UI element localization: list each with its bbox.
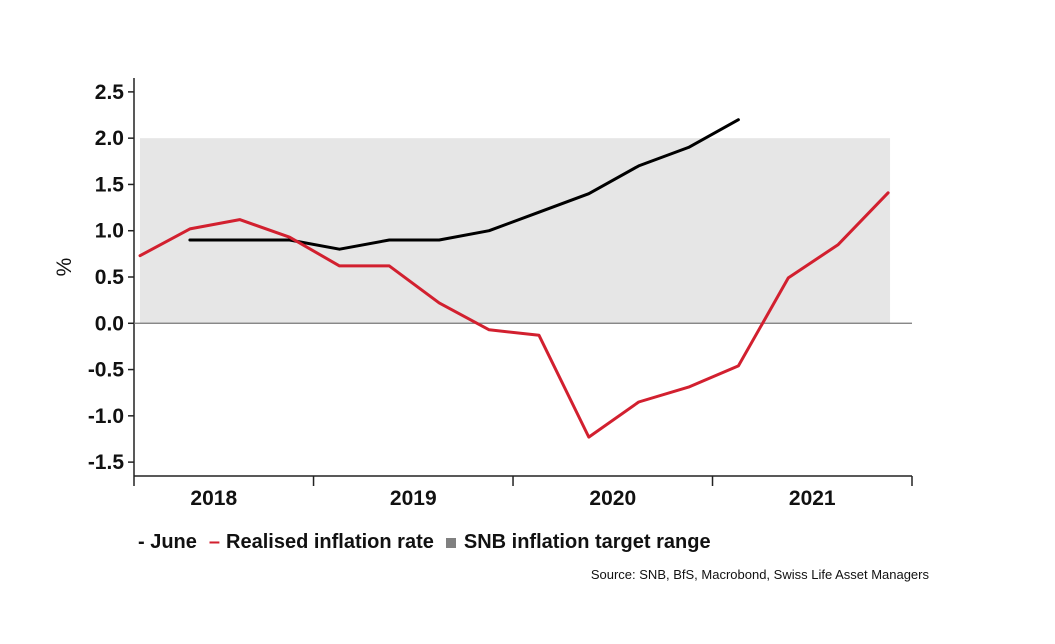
y-tick-label: 0.5 [95, 266, 125, 289]
legend-label-realised: Realised inflation rate [226, 531, 434, 553]
y-tick-label: 1.5 [95, 173, 125, 196]
y-tick-label: -0.5 [88, 359, 125, 382]
legend-item-june: - June [138, 531, 197, 554]
legend-label-band: SNB inflation target range [463, 531, 711, 553]
x-axis-year-labels: 2018 2019 2020 2021 [190, 487, 835, 510]
y-axis-title: % [53, 258, 76, 277]
series-layer [138, 118, 890, 439]
y-axis-ticks [128, 91, 134, 463]
target-band [139, 138, 891, 324]
series-line-june [188, 118, 740, 251]
legend-swatch-band [445, 537, 456, 548]
x-tick-label-2021: 2021 [789, 487, 836, 510]
y-tick-label: -1.5 [88, 451, 125, 474]
source-note: Source: SNB, BfS, Macrobond, Swiss Life … [590, 567, 929, 582]
x-tick-label-2020: 2020 [589, 487, 636, 510]
y-tick-label: 1.0 [95, 220, 124, 243]
y-axis-tick-labels: 2.5 2.0 1.5 1.0 0.5 0.0 -0.5 -1.0 -1.5 [88, 81, 125, 474]
y-tick-label: 2.0 [95, 127, 124, 150]
x-axis-ticks [133, 476, 913, 486]
legend-label-june: - June [138, 531, 197, 553]
y-tick-label: 0.0 [95, 312, 124, 335]
x-tick-label-2019: 2019 [390, 487, 437, 510]
legend: - June – Realised inflation rate SNB inf… [138, 531, 723, 554]
legend-item-realised: – Realised inflation rate [209, 531, 434, 554]
legend-item-band: SNB inflation target range [445, 531, 711, 554]
series-line-realised-inflation-rate [138, 191, 890, 439]
legend-marker-realised: – [208, 531, 221, 553]
y-tick-label: 2.5 [95, 81, 125, 104]
y-tick-label: -1.0 [88, 405, 124, 428]
x-tick-label-2018: 2018 [190, 487, 237, 510]
